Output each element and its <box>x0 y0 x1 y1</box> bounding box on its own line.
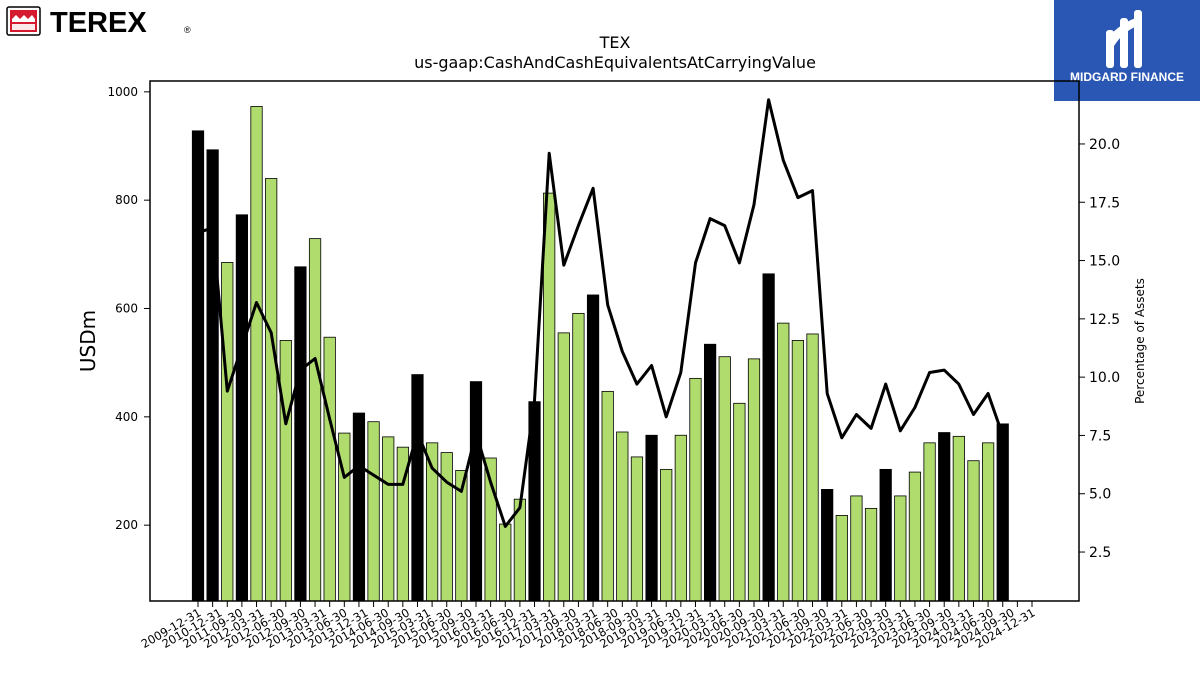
y-axis-label: USDm <box>76 310 100 372</box>
bar-2014-12-31 <box>440 452 453 602</box>
y-axis-right: 2.5 5.0 7.5 10.0 12.5 15.0 17.5 20.0 <box>1079 137 1120 561</box>
percentage-of-assets-line <box>197 98 1005 528</box>
bar-2011-12-31 <box>265 178 278 602</box>
bar-2019-03-31 <box>689 377 702 602</box>
bar-2015-12-31 <box>499 523 512 602</box>
bar-2011-09-30 <box>250 106 263 602</box>
y-right-tick-label: 2.5 <box>1089 545 1111 561</box>
bar-2018-12-31 <box>674 434 687 602</box>
bar-2022-03-31 <box>864 507 878 602</box>
bar-2012-09-30 <box>308 238 322 602</box>
bar-2019-12-31 <box>733 402 746 602</box>
bar-2021-03-31 <box>806 333 819 602</box>
y-tick-label: 800 <box>115 193 138 207</box>
y-tick-label: 600 <box>115 302 138 316</box>
bar-2017-03-31 <box>572 312 585 602</box>
bar-2021-09-30 <box>835 515 848 602</box>
bar-2022-12-31 <box>908 471 922 602</box>
bar-2024-06-30 <box>996 423 1009 602</box>
y-right-tick-label: 20.0 <box>1089 137 1120 153</box>
bar-2013-09-30 <box>367 421 380 602</box>
bar-2020-03-31 <box>747 358 761 602</box>
bar-2016-09-30 <box>543 192 556 602</box>
y-tick-label: 400 <box>115 410 138 424</box>
y-axis-left: 200 400 600 800 1000 <box>107 85 150 532</box>
bar-2019-06-30 <box>703 343 717 602</box>
bar-2023-03-31 <box>923 442 936 602</box>
bar-2012-06-30 <box>294 266 307 602</box>
bar-2017-12-31 <box>616 431 629 602</box>
bar-2020-09-30 <box>777 322 790 602</box>
y-right-tick-label: 7.5 <box>1089 428 1111 444</box>
bar-2016-12-31 <box>557 332 570 602</box>
bar-2022-09-30 <box>894 495 907 602</box>
bar-2020-12-31 <box>791 340 805 602</box>
bar-series <box>191 106 1009 602</box>
bar-2017-06-30 <box>586 294 600 602</box>
midgard-wordmark: MIDGARD FINANCE <box>1070 70 1184 84</box>
x-axis: 2009-12-312010-12-312011-09-302012-03-31… <box>139 601 1038 651</box>
bar-2018-03-31 <box>630 456 644 602</box>
bar-2018-06-30 <box>645 434 658 602</box>
chart-title: TEX <box>599 33 631 52</box>
bar-2017-09-30 <box>601 390 614 602</box>
y-tick-label: 1000 <box>107 85 138 99</box>
bar-2011-03-31 <box>221 262 234 602</box>
bar-2018-09-30 <box>660 468 673 602</box>
line-series <box>197 98 1005 528</box>
y-right-tick-label: 12.5 <box>1089 312 1120 328</box>
bar-2024-03-31 <box>981 442 995 602</box>
y-right-tick-label: 5.0 <box>1089 487 1111 503</box>
bar-2010-12-31 <box>206 149 219 602</box>
bar-2023-12-31 <box>967 460 980 602</box>
bar-2009-12-31 <box>191 130 205 602</box>
bar-2023-09-30 <box>952 435 965 602</box>
bar-2019-09-30 <box>718 356 731 602</box>
bar-2014-06-30 <box>411 374 424 602</box>
bar-2022-06-30 <box>879 468 892 602</box>
bar-2020-06-30 <box>762 273 775 602</box>
bar-2013-12-31 <box>382 436 395 602</box>
bar-2021-12-31 <box>850 495 863 602</box>
bar-2011-06-30 <box>235 214 249 602</box>
midgard-mark-icon <box>1106 10 1142 68</box>
bar-2013-06-30 <box>352 412 366 602</box>
bar-2015-06-30 <box>469 381 483 602</box>
terex-wordmark: TEREX <box>50 7 147 38</box>
registered-mark: ® <box>184 25 191 35</box>
bar-2023-06-30 <box>938 432 951 602</box>
y-right-tick-label: 17.5 <box>1089 195 1120 211</box>
bar-2021-06-30 <box>821 489 834 602</box>
y-tick-label: 200 <box>115 518 138 532</box>
plot-frame <box>149 80 1080 602</box>
chart-subtitle: us-gaap:CashAndCashEquivalentsAtCarrying… <box>414 53 816 72</box>
y-right-tick-label: 10.0 <box>1089 370 1120 386</box>
bar-2012-03-31 <box>279 340 292 602</box>
y-right-tick-label: 15.0 <box>1089 254 1120 270</box>
y-axis-label-right: Percentage of Assets <box>1133 278 1147 404</box>
terex-logo: TEREX ® <box>6 6 196 39</box>
bar-2012-12-31 <box>323 336 336 602</box>
